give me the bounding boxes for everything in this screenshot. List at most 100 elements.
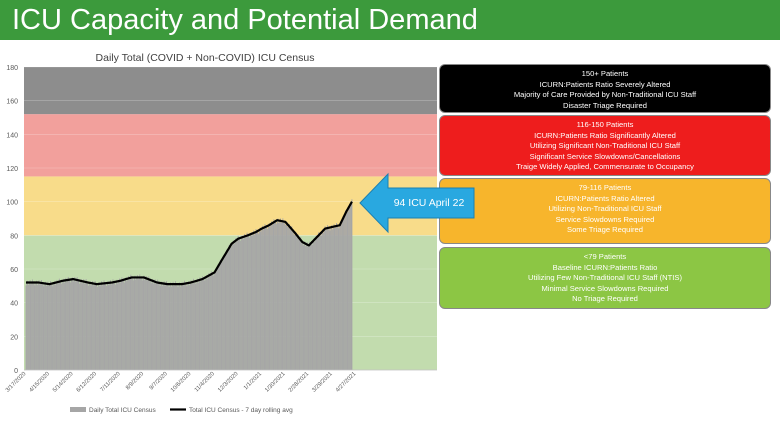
census-bar xyxy=(105,281,107,370)
legend-bar-label: Daily Total ICU Census xyxy=(89,407,156,414)
census-bar xyxy=(283,222,285,370)
census-bar xyxy=(216,268,218,370)
x-tick-label: 8/9/2020 xyxy=(125,371,145,391)
census-bar xyxy=(81,283,83,370)
census-bar xyxy=(140,276,142,370)
census-bar xyxy=(239,236,241,370)
census-bar xyxy=(134,275,136,370)
census-bar xyxy=(99,286,101,370)
census-bar xyxy=(308,244,310,370)
census-bar xyxy=(150,283,152,370)
census-bar xyxy=(80,281,81,370)
census-bar xyxy=(202,279,204,370)
x-tick-label: 11/4/2020 xyxy=(194,371,216,393)
census-bar xyxy=(125,277,127,370)
census-bar xyxy=(337,224,339,370)
census-bar xyxy=(117,283,119,370)
census-bar xyxy=(209,276,211,370)
census-bar xyxy=(253,234,255,370)
census-bar xyxy=(39,284,41,370)
census-bar xyxy=(316,238,318,370)
census-bar xyxy=(227,248,229,370)
census-bar xyxy=(188,285,190,370)
census-bar xyxy=(214,272,216,370)
rolling-avg-line xyxy=(25,201,353,286)
census-bar xyxy=(232,243,233,370)
census-bar xyxy=(188,281,190,370)
census-bar xyxy=(338,228,340,370)
census-bar xyxy=(196,281,198,370)
census-bar xyxy=(112,279,114,370)
census-bar xyxy=(103,280,105,370)
census-bar xyxy=(231,246,233,370)
census-bar xyxy=(83,279,85,370)
tier-line: No Triage Required xyxy=(572,294,638,304)
census-bar xyxy=(325,230,327,370)
census-bar xyxy=(323,232,324,370)
census-bar xyxy=(93,285,94,370)
census-bar xyxy=(33,281,35,370)
census-bar xyxy=(37,282,39,370)
census-bar xyxy=(153,281,155,370)
census-bar xyxy=(268,223,270,370)
census-bar xyxy=(143,275,145,370)
census-bar xyxy=(281,220,283,370)
census-bar xyxy=(94,280,96,370)
census-bar xyxy=(128,279,130,370)
census-bar xyxy=(340,224,342,370)
census-bar xyxy=(160,283,162,370)
census-bar xyxy=(246,232,248,370)
census-bar xyxy=(204,280,206,370)
census-bar xyxy=(301,240,303,370)
census-bar xyxy=(197,278,198,370)
census-bar xyxy=(300,237,302,370)
census-bar xyxy=(294,233,296,370)
x-tick-label: 1/1/2021 xyxy=(243,371,263,391)
census-bar xyxy=(305,246,307,370)
census-bar xyxy=(26,283,28,370)
census-bar xyxy=(74,277,76,370)
census-bar xyxy=(59,282,61,370)
census-bar xyxy=(318,232,320,370)
x-tick-label: 4/15/2020 xyxy=(29,371,51,393)
census-bar xyxy=(221,258,223,370)
page-title: ICU Capacity and Potential Demand xyxy=(12,4,478,36)
census-bar xyxy=(194,280,196,370)
tier-line: 79-116 Patients xyxy=(578,183,632,192)
census-bar xyxy=(343,218,345,370)
census-bar xyxy=(131,278,133,370)
census-bar xyxy=(30,284,32,370)
zone-band xyxy=(24,114,437,177)
census-bar xyxy=(220,262,222,370)
census-bar xyxy=(118,281,120,370)
census-bar xyxy=(222,261,224,370)
tier-line: Significant Service Slowdowns/Cancellati… xyxy=(529,151,681,161)
census-bar xyxy=(50,284,52,370)
census-bar xyxy=(175,281,177,370)
tier-line: Utilizing Non-Traditional ICU Staff xyxy=(548,204,662,214)
census-bar xyxy=(206,278,208,370)
census-bar xyxy=(101,285,103,370)
census-bar xyxy=(162,285,164,370)
census-bar xyxy=(297,234,299,370)
census-bar xyxy=(60,280,62,370)
census-bar xyxy=(249,237,250,370)
chart-title: Daily Total (COVID + Non-COVID) ICU Cens… xyxy=(95,52,315,64)
census-bar xyxy=(311,245,313,370)
census-bar xyxy=(223,254,225,370)
census-bar xyxy=(34,285,36,370)
census-bar xyxy=(243,236,245,370)
census-bar xyxy=(344,210,346,370)
census-bar xyxy=(97,287,98,370)
census-bar xyxy=(184,280,185,370)
census-bar xyxy=(88,283,90,370)
census-bar xyxy=(58,281,59,370)
y-tick-label: 40 xyxy=(10,301,18,308)
census-bar xyxy=(130,274,132,370)
census-bar xyxy=(255,229,257,370)
y-tick-label: 0 xyxy=(14,368,18,375)
census-bar xyxy=(317,235,319,370)
y-tick-label: 80 xyxy=(10,233,18,240)
census-bar xyxy=(195,283,197,370)
